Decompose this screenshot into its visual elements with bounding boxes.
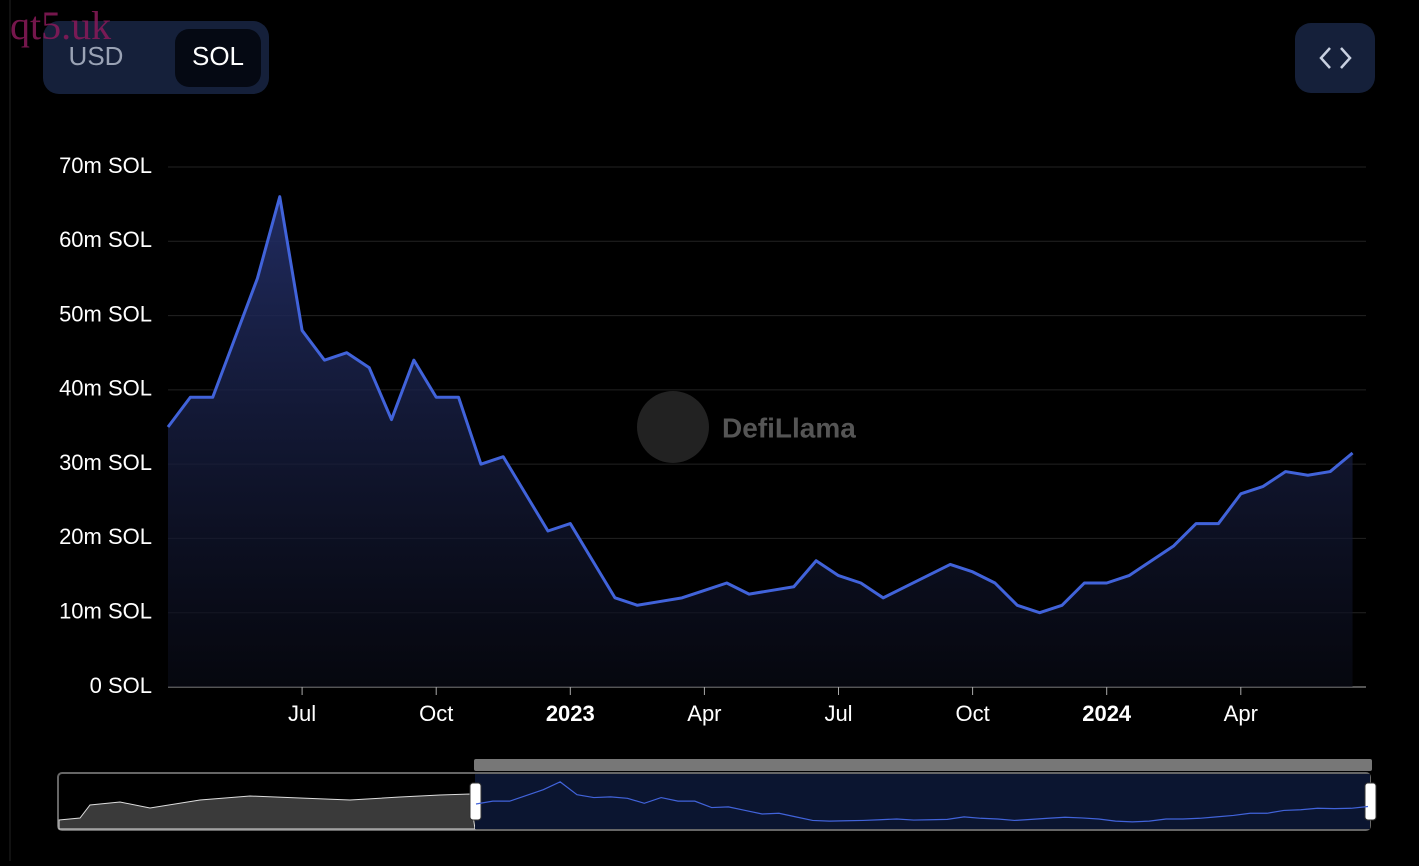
plot: 0 SOL 10m SOL 20m SOL 30m SOL 40m SOL 50m SOL… bbox=[59, 153, 1366, 726]
x-tick-label: Apr bbox=[687, 701, 721, 726]
navigator-selection bbox=[475, 774, 1370, 829]
toggle-sol[interactable]: SOL bbox=[192, 41, 244, 71]
x-tick-label: Oct bbox=[955, 701, 989, 726]
navigator-handle-left[interactable] bbox=[469, 782, 482, 821]
watermark: DefiLlama bbox=[722, 412, 856, 443]
navigator-line bbox=[475, 781, 1369, 823]
y-tick-label: 60m SOL bbox=[59, 227, 152, 252]
toggle-selected bbox=[175, 29, 261, 87]
y-tick-label: 10m SOL bbox=[59, 599, 152, 624]
y-tick-label: 0 SOL bbox=[90, 673, 152, 698]
embed-icon bbox=[1319, 47, 1352, 69]
watermark-logo bbox=[637, 391, 709, 463]
x-tick-label: Apr bbox=[1224, 701, 1258, 726]
y-tick-label: 70m SOL bbox=[59, 153, 152, 178]
overlay-text: qt5.uk bbox=[10, 3, 111, 48]
toggle-usd[interactable]: USD bbox=[69, 41, 124, 71]
navigator-handle-right[interactable] bbox=[1364, 782, 1377, 821]
y-tick-label: 40m SOL bbox=[59, 376, 152, 401]
y-tick-label: 30m SOL bbox=[59, 450, 152, 475]
navigator-scrollbar[interactable] bbox=[474, 759, 1372, 771]
navigator-series bbox=[475, 781, 1369, 823]
y-tick-label: 50m SOL bbox=[59, 301, 152, 326]
y-tick-label: 20m SOL bbox=[59, 524, 152, 549]
area bbox=[168, 196, 1353, 687]
embed-button[interactable] bbox=[1295, 23, 1375, 93]
x-tick-label: Jul bbox=[824, 701, 852, 726]
x-tick-label: 2023 bbox=[546, 701, 595, 726]
x-tick-label: Jul bbox=[288, 701, 316, 726]
x-tick-label: 2024 bbox=[1082, 701, 1132, 726]
x-tick-label: Oct bbox=[419, 701, 453, 726]
line bbox=[166, 195, 1354, 615]
